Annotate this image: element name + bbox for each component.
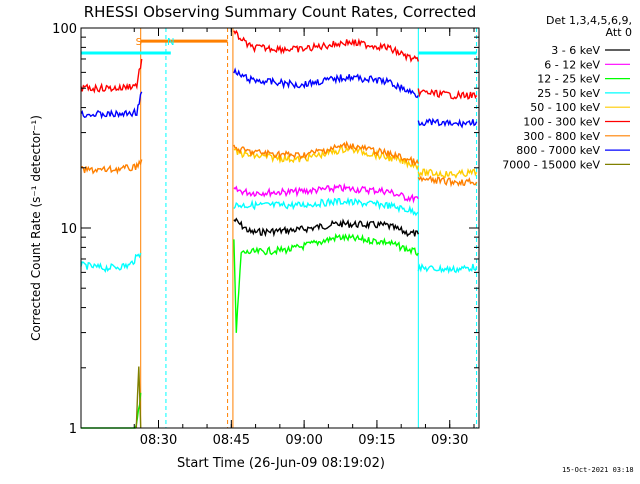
- x-tick-label: 09:00: [285, 433, 322, 448]
- series-line: [135, 366, 142, 429]
- legend-label: 25 - 50 keV: [537, 87, 600, 100]
- legend-label: 50 - 100 keV: [530, 101, 600, 114]
- series-line: [417, 117, 478, 129]
- legend-label: 3 - 6 keV: [551, 44, 600, 57]
- legend-label: 100 - 300 keV: [523, 116, 600, 129]
- series-line: [81, 392, 142, 429]
- series-line: [417, 167, 478, 179]
- series-line: [80, 159, 143, 175]
- series-line: [80, 58, 143, 94]
- legend-label: 800 - 7000 keV: [516, 144, 600, 157]
- x-tick-label: 08:30: [140, 433, 177, 448]
- legend-header: Det 1,3,4,5,6,9,: [546, 14, 632, 27]
- series-line: [233, 145, 419, 171]
- state-annotation: N: [167, 37, 174, 48]
- series-line: [233, 29, 419, 63]
- series-line: [417, 175, 478, 188]
- series-line: [417, 262, 478, 275]
- legend-label: 6 - 12 keV: [544, 58, 600, 71]
- x-tick-label: 08:45: [213, 433, 250, 448]
- legend-label: 12 - 25 keV: [537, 73, 600, 86]
- chart-title: RHESSI Observing Summary Count Rates, Co…: [84, 3, 477, 21]
- x-tick-label: 09:30: [431, 433, 468, 448]
- series-line: [417, 88, 478, 100]
- series-line: [80, 252, 142, 274]
- series-line: [233, 232, 419, 333]
- y-axis: 1 10 100: [52, 22, 479, 437]
- x-axis-label: Start Time (26-Jun-09 08:19:02): [177, 456, 385, 471]
- y-axis-label: Corrected Count Rate (s⁻¹ detector⁻¹): [29, 115, 43, 341]
- legend-label: 7000 - 15000 keV: [502, 158, 600, 171]
- series-line: [233, 217, 419, 238]
- y-tick-label: 100: [52, 22, 77, 37]
- x-axis: 08:30 08:45 09:00 09:15 09:30: [133, 28, 475, 448]
- series-line: [233, 140, 419, 167]
- legend-label: 300 - 800 keV: [523, 130, 600, 143]
- series-line: [80, 91, 143, 120]
- series-line: [233, 182, 419, 204]
- footer-timestamp: 15-Oct-2021 03:18: [562, 466, 634, 474]
- series-line: [233, 67, 419, 99]
- state-annotation: S: [136, 37, 142, 48]
- legend-header: Att 0: [606, 26, 632, 39]
- y-tick-label: 1: [69, 422, 77, 437]
- y-tick-label: 10: [60, 222, 77, 237]
- series-line: [233, 196, 419, 217]
- x-tick-label: 09:15: [358, 433, 395, 448]
